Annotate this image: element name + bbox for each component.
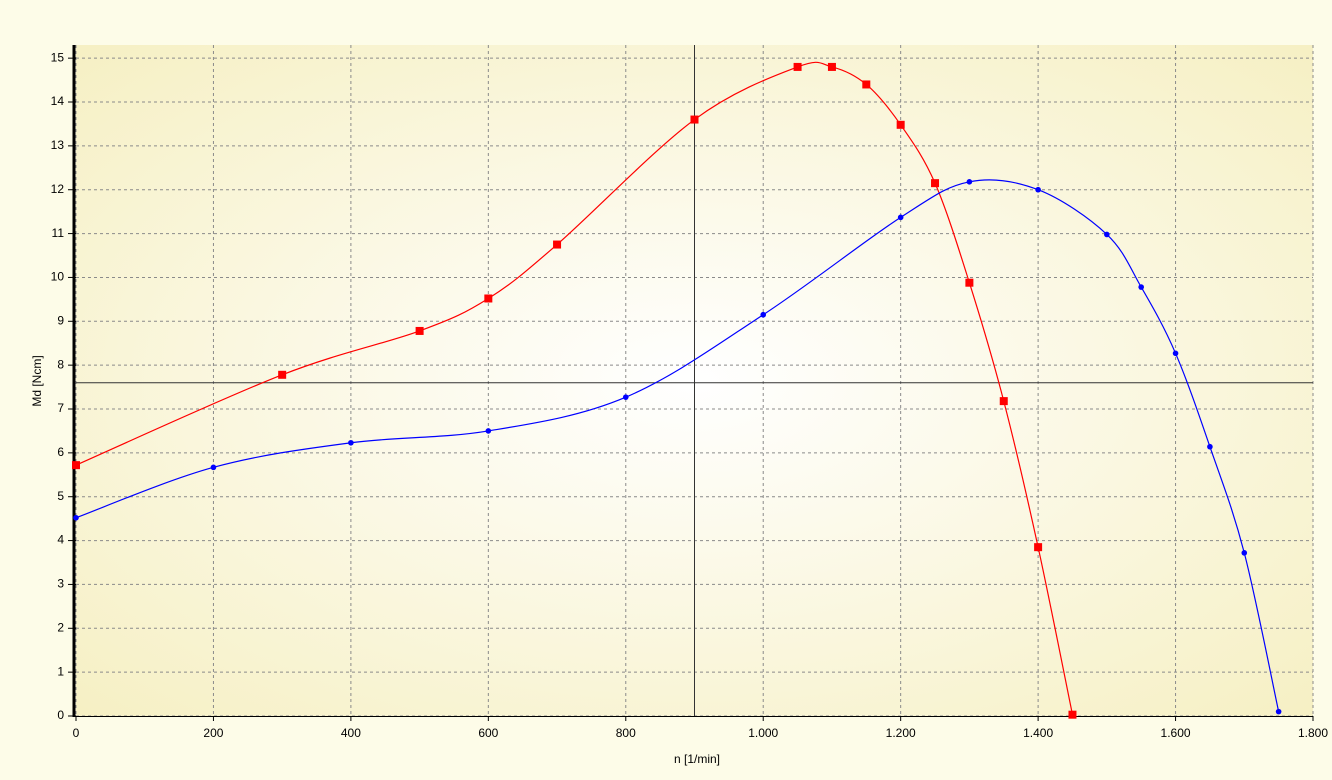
point	[553, 240, 562, 249]
point	[415, 326, 424, 335]
y-tick-label: 0	[57, 708, 64, 722]
y-tick-label: 10	[51, 270, 65, 284]
x-tick-label: 1.800	[1298, 726, 1328, 740]
point	[931, 179, 940, 188]
point	[1138, 284, 1144, 290]
y-tick-label: 3	[57, 577, 64, 591]
y-tick-label: 2	[57, 620, 64, 634]
point	[348, 439, 354, 446]
point	[278, 370, 287, 379]
x-tick-label: 1.400	[1023, 726, 1053, 740]
point	[72, 461, 80, 470]
x-tick-label: 600	[478, 726, 498, 740]
point	[999, 397, 1008, 406]
y-tick-label: 9	[57, 313, 64, 327]
x-tick-label: 1.600	[1161, 726, 1191, 740]
point	[690, 115, 699, 124]
y-axis-label: Md [Ncm]	[30, 355, 44, 406]
y-tick-label: 7	[57, 401, 64, 415]
point	[1207, 443, 1213, 450]
series-line	[75, 179, 1280, 712]
point	[1275, 708, 1282, 715]
point	[210, 464, 217, 471]
point	[485, 428, 492, 434]
point	[966, 179, 973, 185]
y-tick-label: 12	[51, 182, 65, 196]
y-tick-label: 11	[52, 226, 65, 240]
y-tick-label: 5	[57, 489, 64, 503]
point	[793, 62, 802, 71]
point	[1035, 186, 1041, 193]
x-tick-label: 1.200	[886, 726, 916, 740]
point	[484, 294, 493, 303]
point	[897, 214, 904, 221]
point	[827, 62, 836, 71]
x-axis-label: n [1/min]	[674, 752, 720, 766]
y-tick-label: 6	[57, 445, 64, 459]
point	[1104, 231, 1110, 238]
point	[1241, 550, 1248, 556]
y-tick-label: 4	[57, 533, 64, 547]
y-tick-label: 1	[57, 664, 64, 678]
y-tick-label: 8	[57, 357, 64, 371]
point	[1034, 543, 1043, 552]
point	[622, 394, 629, 400]
x-tick-label: 400	[341, 726, 361, 740]
point	[862, 80, 871, 89]
point	[73, 514, 79, 521]
point	[1068, 710, 1077, 719]
point	[1172, 350, 1179, 357]
point	[896, 120, 905, 129]
y-tick-label: 13	[51, 138, 65, 152]
y-tick-label: 14	[51, 94, 65, 108]
x-tick-label: 1.000	[748, 726, 778, 740]
y-tick-label: 15	[51, 50, 65, 64]
point	[965, 278, 974, 287]
x-tick-label: 200	[203, 726, 223, 740]
x-tick-label: 800	[616, 726, 636, 740]
x-tick-label: 0	[73, 726, 80, 740]
point	[760, 311, 767, 318]
